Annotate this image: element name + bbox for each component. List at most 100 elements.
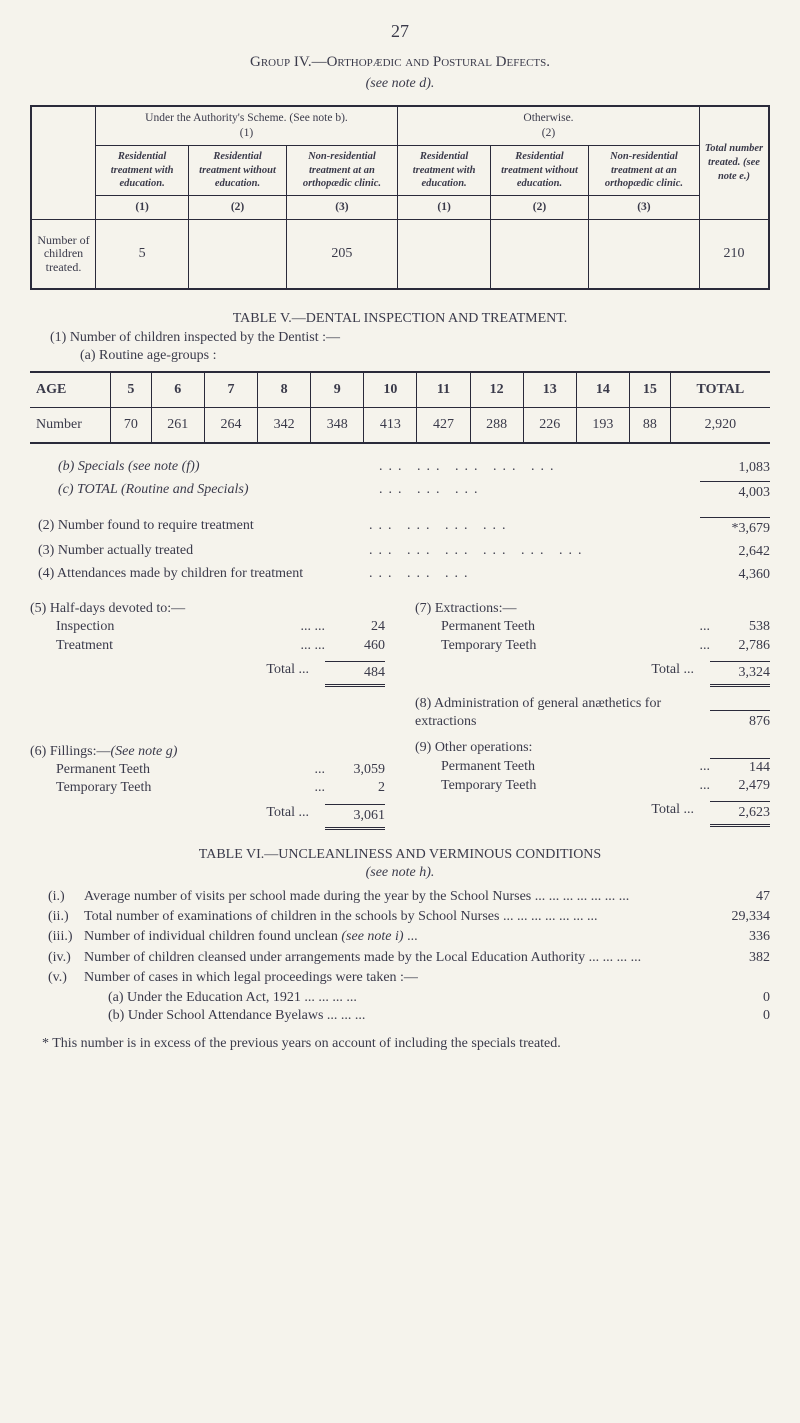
age-13: 13 — [523, 372, 576, 408]
age-6: 6 — [151, 372, 204, 408]
t1-data-1: 5 — [96, 219, 189, 289]
specials-c-label: (c) TOTAL (Routine and Specials) — [58, 481, 379, 502]
sec5-row-inspection-val: 24 — [325, 618, 385, 636]
specials-c-val: 4,003 — [700, 481, 770, 502]
group-heading: Group IV.—Orthopædic and Postural Defect… — [30, 53, 770, 73]
t1-data-3: 205 — [286, 219, 397, 289]
tvi-ii-txt: Total number of examinations of children… — [84, 908, 700, 926]
t1-head-other-sub: (2) — [542, 127, 555, 139]
age-total: TOTAL — [670, 372, 770, 408]
sec9-row-perm: Permanent Teeth ... 144 — [441, 758, 770, 777]
specials-b-label: (b) Specials (see note (f)) — [58, 458, 379, 477]
dots: ... — [700, 777, 711, 795]
num-8: 342 — [258, 408, 311, 444]
age-7: 7 — [204, 372, 257, 408]
tvi-ii-val: 29,334 — [700, 908, 770, 926]
sec7-head: (7) Extractions:— — [415, 600, 770, 618]
num-13: 226 — [523, 408, 576, 444]
dots: ... ... — [301, 637, 326, 655]
sec6-head-text: (6) Fillings:—(See note g) — [30, 744, 177, 759]
sec5-total-val: 484 — [325, 661, 385, 682]
item-3: (3) Number actually treated ... ... ... … — [38, 542, 770, 561]
sec6-perm-lbl: Permanent Teeth — [56, 761, 315, 779]
t1-data-6 — [588, 219, 699, 289]
sec8: (8) Administration of general anæthetics… — [415, 695, 770, 731]
t1-col-total: Total number treated. (see note e.) — [700, 106, 770, 219]
sec6-row-temp: Temporary Teeth ... 2 — [56, 779, 385, 797]
t1-side-label: Number of children treated. — [31, 219, 96, 289]
sec6-double-rule — [325, 827, 385, 830]
tvi-sub-b: (b) Under School Attendance Byelaws ... … — [108, 1007, 770, 1025]
tvi-iii-num: (iii.) — [48, 928, 84, 946]
dots: ... — [315, 761, 326, 779]
tvi-i-val: 47 — [700, 888, 770, 906]
tvi-sub-a: (a) Under the Education Act, 1921 ... ..… — [108, 989, 770, 1007]
sec6-total-label: Total ... — [266, 804, 309, 825]
t1-data-4 — [397, 219, 490, 289]
sec7-total-val: 3,324 — [710, 661, 770, 682]
sec7-row-temp: Temporary Teeth ... 2,786 — [441, 637, 770, 655]
sec6-total: Total ... 3,061 — [56, 804, 385, 825]
page-number: 27 — [30, 20, 770, 43]
num-14: 193 — [576, 408, 629, 444]
num-5: 70 — [111, 408, 152, 444]
tvi-i-txt: Average number of visits per school made… — [84, 888, 700, 906]
sec6-total-val: 3,061 — [325, 804, 385, 825]
t1-head-scheme: Under the Authority's Scheme. (See note … — [96, 106, 398, 145]
num-7: 264 — [204, 408, 257, 444]
sec9-perm-val: 144 — [710, 758, 770, 777]
age-11: 11 — [417, 372, 470, 408]
group-note: (see note d). — [30, 75, 770, 93]
sec8-val: 876 — [710, 710, 770, 731]
t1-col-1: Residential treatment with education. — [96, 145, 189, 195]
item-2-val: *3,679 — [700, 517, 770, 538]
sec6-row-perm: Permanent Teeth ... 3,059 — [56, 761, 385, 779]
tvi-iii-txt: Number of individual children found uncl… — [84, 928, 700, 946]
table-v-title: TABLE V.—DENTAL INSPECTION AND TREATMENT… — [30, 310, 770, 328]
group-iv-table: Under the Authority's Scheme. (See note … — [30, 105, 770, 290]
item-2: (2) Number found to require treatment ..… — [38, 517, 770, 538]
tvi-v-val — [700, 969, 770, 987]
tvi-item-i: (i.) Average number of visits per school… — [48, 888, 770, 906]
t1-corner — [31, 106, 96, 219]
num-10: 413 — [364, 408, 417, 444]
sec9-total-val: 2,623 — [710, 801, 770, 822]
t1-colnum-5: (2) — [491, 195, 589, 219]
sec5-row-inspection: Inspection ... ... 24 — [56, 618, 385, 636]
tvi-iv-num: (iv.) — [48, 949, 84, 967]
table-vi-list: (i.) Average number of visits per school… — [48, 888, 770, 1025]
specials-c-line: (c) TOTAL (Routine and Specials) ... ...… — [58, 481, 770, 502]
sec5-row-treatment-lbl: Treatment — [56, 637, 301, 655]
sec7-row-perm: Permanent Teeth ... 538 — [441, 618, 770, 636]
sec5-row-inspection-lbl: Inspection — [56, 618, 301, 636]
t1-head-scheme-sub: (1) — [240, 127, 253, 139]
dots: ... ... — [301, 618, 326, 636]
tvi-ii-num: (ii.) — [48, 908, 84, 926]
tvi-iv-val: 382 — [700, 949, 770, 967]
tvi-iii-val: 336 — [700, 928, 770, 946]
t1-data-2 — [189, 219, 287, 289]
t1-head-otherwise: Otherwise. (2) — [397, 106, 699, 145]
sec9-row-temp: Temporary Teeth ... 2,479 — [441, 777, 770, 795]
dots: ... ... ... — [369, 565, 700, 584]
tvi-sub-b-val: 0 — [700, 1007, 770, 1025]
age-8: 8 — [258, 372, 311, 408]
num-9: 348 — [311, 408, 364, 444]
sec5-row-treatment: Treatment ... ... 460 — [56, 637, 385, 655]
dots: ... — [315, 779, 326, 797]
specials-b-val: 1,083 — [700, 458, 770, 477]
tvi-item-iii: (iii.) Number of individual children fou… — [48, 928, 770, 946]
sec7-double-rule — [710, 684, 770, 687]
num-12: 288 — [470, 408, 523, 444]
item-3-label: (3) Number actually treated — [38, 542, 369, 561]
sec5-total: Total ... 484 — [56, 661, 385, 682]
sec7-perm-lbl: Permanent Teeth — [441, 618, 700, 636]
t1-col-5: Residential treatment without education. — [491, 145, 589, 195]
dots: ... — [700, 758, 711, 777]
t1-colnum-4: (1) — [397, 195, 490, 219]
two-column-section: (5) Half-days devoted to:— Inspection ..… — [30, 594, 770, 830]
sec6-temp-val: 2 — [325, 779, 385, 797]
sec5-total-label: Total ... — [266, 661, 309, 682]
age-10: 10 — [364, 372, 417, 408]
item-4: (4) Attendances made by children for tre… — [38, 565, 770, 584]
